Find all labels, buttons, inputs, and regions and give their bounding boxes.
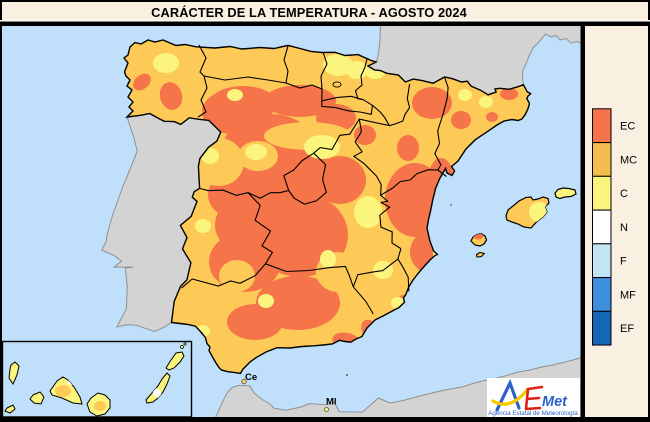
svg-text:Ce: Ce (245, 372, 257, 383)
svg-text:N: N (620, 222, 628, 234)
svg-text:Agencia Estatal de Meteorologí: Agencia Estatal de Meteorología (488, 410, 578, 417)
svg-text:F: F (620, 256, 627, 268)
svg-text:MC: MC (620, 154, 637, 166)
svg-text:EC: EC (620, 121, 635, 133)
svg-text:Ml: Ml (326, 397, 337, 408)
svg-text:C: C (620, 188, 628, 200)
svg-text:MF: MF (620, 289, 636, 301)
svg-text:Met: Met (542, 394, 568, 410)
svg-text:EF: EF (620, 323, 634, 335)
svg-text:CARÁCTER DE LA TEMPERATURA - A: CARÁCTER DE LA TEMPERATURA - AGOSTO 2024 (151, 5, 467, 20)
